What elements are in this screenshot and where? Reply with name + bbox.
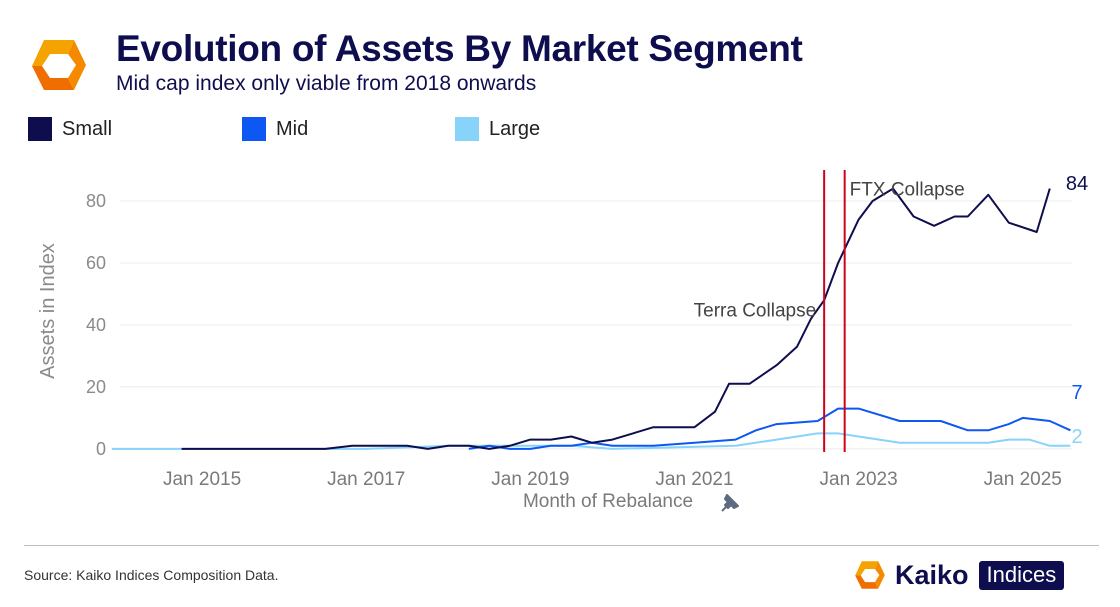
page-title: Evolution of Assets By Market Segment xyxy=(116,28,803,69)
legend-item-large[interactable]: Large xyxy=(455,117,540,141)
brand-badge: Indices xyxy=(978,560,1065,590)
x-tick-label-2019: Jan 2019 xyxy=(491,469,569,490)
series-line-large xyxy=(111,432,1071,450)
y-tick-label-40: 40 xyxy=(86,315,106,335)
series-line-mid xyxy=(468,407,1071,450)
x-tick-label-2017: Jan 2017 xyxy=(327,469,405,490)
end-label-small: 84 xyxy=(1066,173,1088,195)
line-chart: 0 20 40 60 80 Jan 2015 Jan 2017 Jan 2019 Jan 202… xyxy=(37,170,1088,512)
page-subtitle: Mid cap index only viable from 2018 onwa… xyxy=(116,72,537,95)
legend-label-mid: Mid xyxy=(276,117,309,140)
brand-name: Kaiko xyxy=(895,559,969,590)
legend-swatch-small xyxy=(28,117,52,141)
legend-swatch-mid xyxy=(242,117,266,141)
x-tick-label-2025: Jan 2025 xyxy=(984,469,1062,490)
legend-item-mid[interactable]: Mid xyxy=(242,117,308,141)
kaiko-indices-brand: Kaiko Indices xyxy=(853,557,1065,593)
y-tick-label-60: 60 xyxy=(86,253,106,273)
x-axis-title: Month of Rebalance xyxy=(523,491,693,512)
event-label-ftx: FTX Collapse xyxy=(850,180,965,201)
pin-icon xyxy=(721,494,739,512)
event-label-terra: Terra Collapse xyxy=(694,300,817,321)
legend-label-small: Small xyxy=(62,117,113,140)
y-tick-label-0: 0 xyxy=(96,439,106,459)
y-axis-title: Assets in Index xyxy=(37,243,59,379)
x-tick-label-2023: Jan 2023 xyxy=(820,469,898,490)
series-line-small xyxy=(181,187,1051,450)
source-note: Source: Kaiko Indices Composition Data. xyxy=(24,567,279,583)
footer-divider xyxy=(24,545,1099,546)
legend-item-small[interactable]: Small xyxy=(28,117,112,141)
x-tick-label-2015: Jan 2015 xyxy=(163,469,241,490)
x-tick-label-2021: Jan 2021 xyxy=(655,469,733,490)
legend-swatch-large xyxy=(455,117,479,141)
kaiko-brand-icon xyxy=(855,561,885,589)
legend-label-large: Large xyxy=(489,117,541,140)
y-tick-label-80: 80 xyxy=(86,191,106,211)
kaiko-logo-icon xyxy=(32,40,86,90)
end-label-mid: 7 xyxy=(1071,382,1082,404)
end-label-large: 2 xyxy=(1071,426,1082,448)
y-tick-label-20: 20 xyxy=(86,377,106,397)
